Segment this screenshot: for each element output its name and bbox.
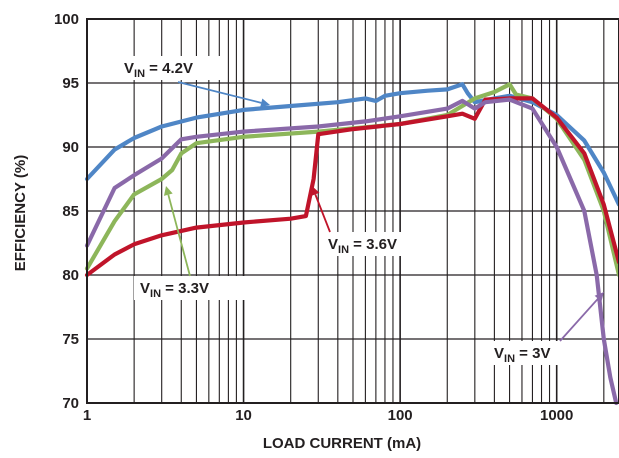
x-tick-label: 10: [235, 407, 252, 424]
tick-labels: 1 10 100 1000 70 75 80 85 90 95 100: [54, 11, 573, 424]
annotation-arrow-vin-42: [177, 81, 262, 104]
annotation-box-vin-36: [322, 232, 418, 256]
series-label-vin-3: VIN = 3V: [494, 345, 550, 365]
y-tick-label: 85: [62, 203, 79, 220]
series-annotations: VIN = 4.2V VIN = 3.6V VIN = 3.3V VIN = 3V: [118, 56, 604, 365]
x-tick-label: 1: [83, 407, 91, 424]
annotation-box-vin-33: [134, 276, 246, 300]
annotation-arrow-vin-3: [559, 298, 599, 342]
annotation-box-vin-3: [490, 341, 572, 365]
series-label-vin-36: VIN = 3.6V: [328, 236, 397, 256]
plot-frame: [86, 18, 619, 404]
series-label-vin-33: VIN = 3.3V: [140, 280, 209, 300]
annotation-arrowhead-vin-36: [311, 186, 320, 197]
y-tick-label: 80: [62, 267, 79, 284]
annotation-box-vin-42: [118, 56, 220, 80]
annotation-arrowhead-vin-3: [594, 292, 604, 302]
series-line-vin-3: [84, 97, 619, 406]
y-tick-label: 100: [54, 11, 79, 28]
x-tick-label: 1000: [540, 407, 573, 424]
y-tick-label: 70: [62, 395, 79, 412]
x-axis-title: LOAD CURRENT (mA): [263, 435, 421, 452]
annotation-arrow-vin-36: [314, 194, 331, 233]
y-axis-title: EFFICIENCY (%): [12, 155, 29, 271]
y-tick-label: 75: [62, 331, 79, 348]
annotation-arrowhead-vin-42: [260, 98, 270, 108]
x-tick-label: 100: [388, 407, 413, 424]
y-tick-label: 95: [62, 75, 79, 92]
annotation-arrow-vin-33: [167, 194, 191, 277]
annotation-arrowhead-vin-33: [163, 186, 173, 196]
grid: [86, 18, 619, 404]
y-tick-label: 90: [62, 139, 79, 156]
series-label-vin-42: VIN = 4.2V: [124, 60, 193, 80]
